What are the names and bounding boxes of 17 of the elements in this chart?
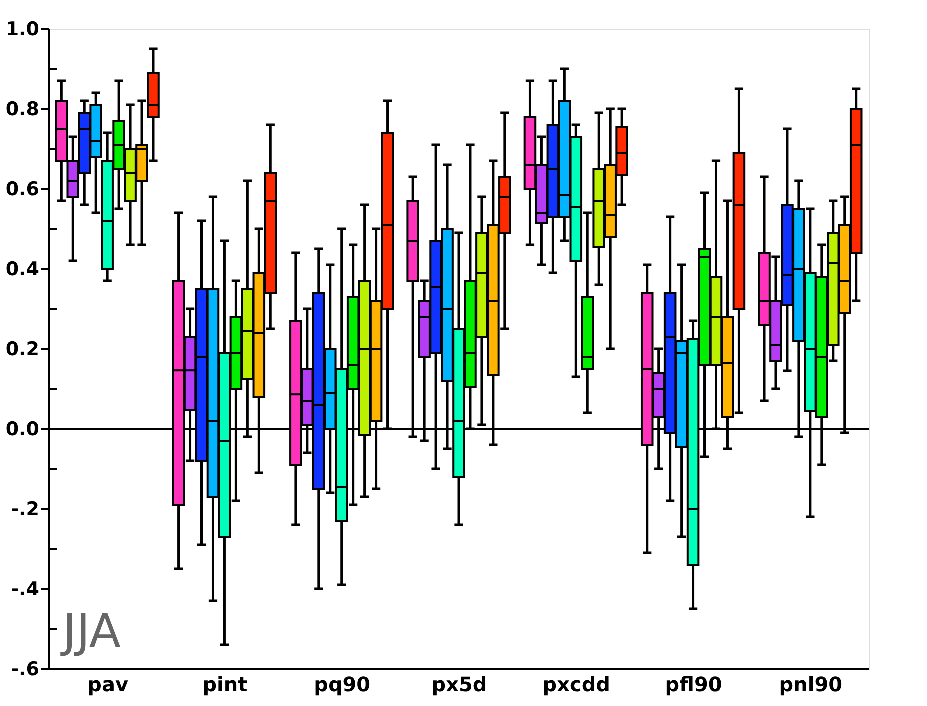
y-tick-label: 0.2 [6, 338, 40, 360]
x-tick-label: pxcdd [542, 672, 610, 696]
x-tick-label: px5d [432, 672, 488, 696]
y-tick-label: -.4 [11, 578, 40, 600]
y-tick-label: -.2 [11, 498, 40, 520]
x-tick-label: pint [202, 672, 248, 696]
y-tick-label: 0.8 [6, 98, 40, 120]
y-tick-label: 0.6 [6, 178, 40, 200]
x-tick-label: pav [88, 672, 128, 696]
y-tick-label: 0.4 [6, 258, 40, 280]
x-tick-label: pnl90 [779, 672, 843, 696]
y-tick-label: 0.0 [6, 418, 40, 440]
x-tick-label: pq90 [314, 672, 371, 696]
annotation: JJA [60, 604, 122, 658]
x-tick-label: pfl90 [665, 672, 722, 696]
y-tick-label: 1.0 [6, 18, 40, 40]
y-tick-label: -.6 [11, 658, 40, 680]
